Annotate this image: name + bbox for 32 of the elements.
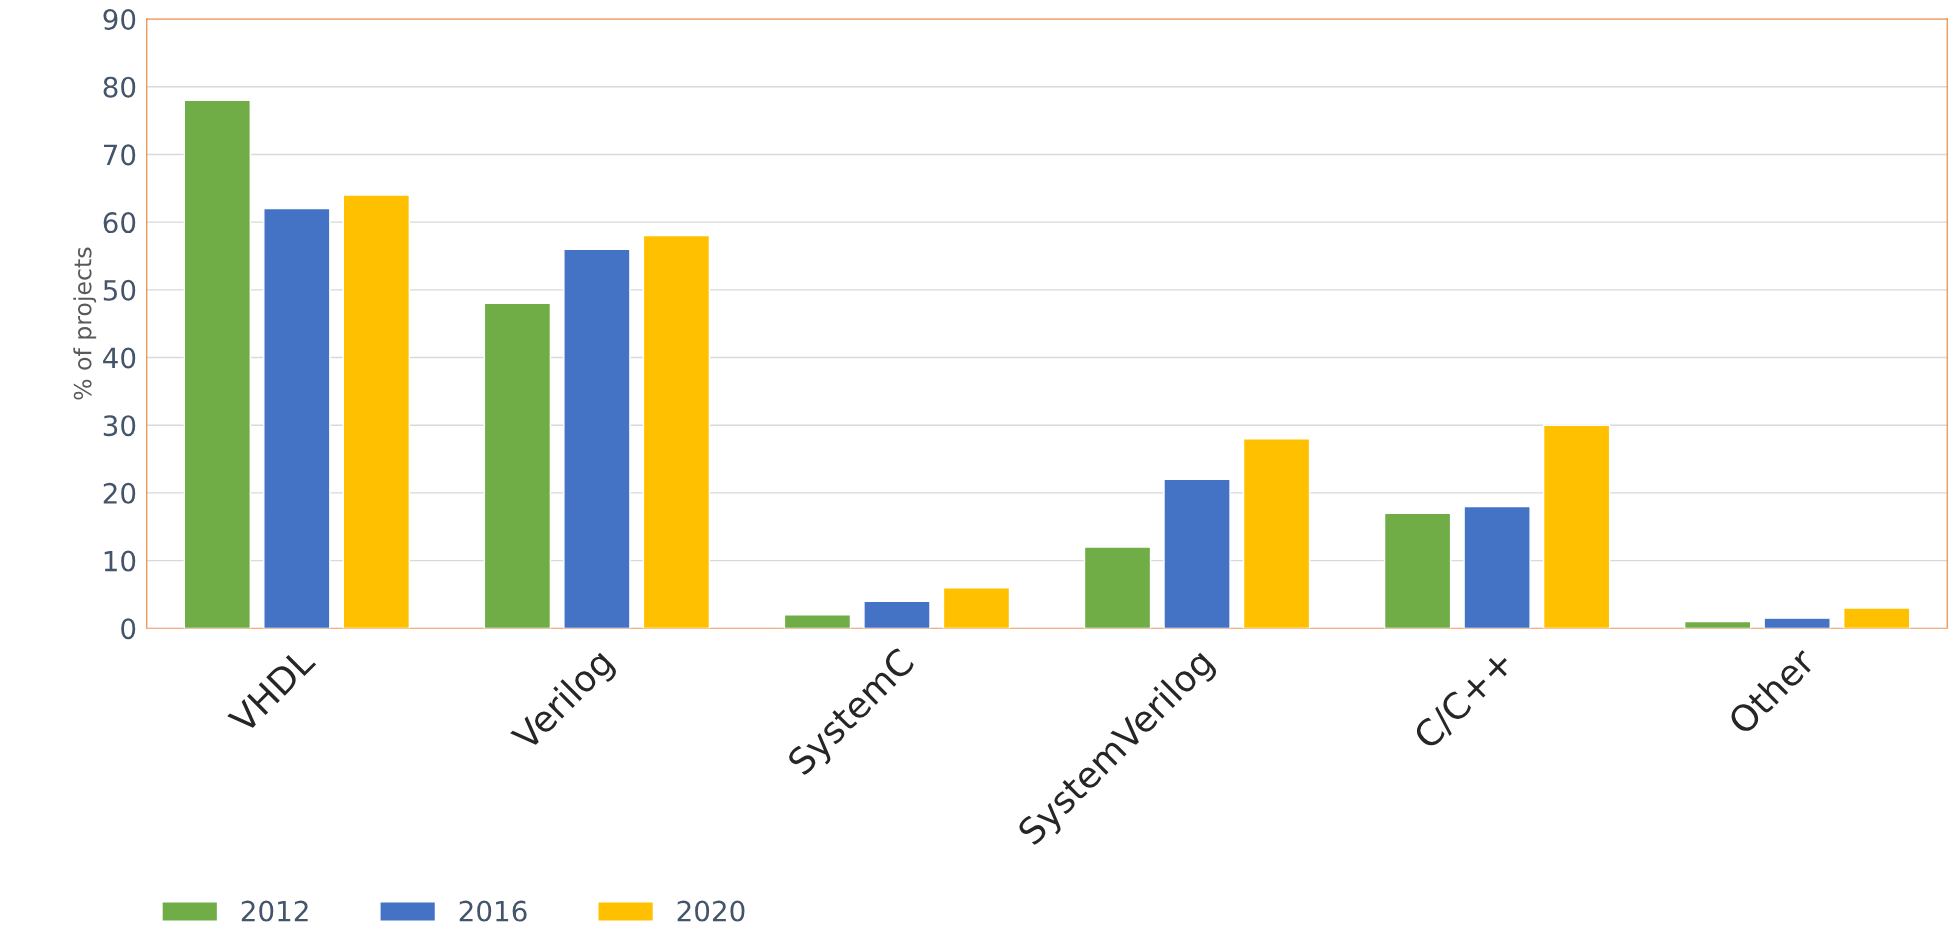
- bar: [942, 587, 1011, 629]
- y-tick-label: 90: [103, 8, 136, 30]
- bar: [1242, 438, 1311, 629]
- y-tick-label: 50: [103, 279, 136, 301]
- legend-label: 2016: [459, 900, 527, 922]
- bar: [1383, 512, 1452, 629]
- bar: [342, 194, 411, 629]
- y-tick-label: 0: [121, 618, 136, 640]
- bar: [263, 207, 331, 629]
- bar: [1683, 620, 1752, 629]
- y-tick-label: 80: [103, 76, 136, 98]
- legend-label: 2012: [241, 900, 308, 922]
- y-tick-label: 40: [103, 347, 136, 369]
- bar: [483, 302, 552, 629]
- bar: [783, 614, 852, 629]
- y-axis-title: % of projects: [73, 247, 97, 400]
- legend-label: 2020: [677, 900, 745, 922]
- y-tick-label: 30: [103, 415, 136, 437]
- bar: [1463, 505, 1531, 629]
- y-tick-label: 20: [103, 482, 136, 504]
- bar: [1763, 617, 1831, 629]
- y-tick-label: 70: [103, 144, 136, 166]
- bar: [183, 99, 251, 629]
- bar: [1083, 546, 1152, 629]
- y-tick-label: 10: [104, 550, 136, 572]
- bar: [563, 248, 631, 629]
- bar: [642, 234, 711, 629]
- bar: [1163, 478, 1231, 629]
- bar: [863, 600, 931, 629]
- bar: [1842, 607, 1911, 629]
- y-tick-label: 60: [103, 212, 136, 234]
- bar: [1542, 424, 1611, 629]
